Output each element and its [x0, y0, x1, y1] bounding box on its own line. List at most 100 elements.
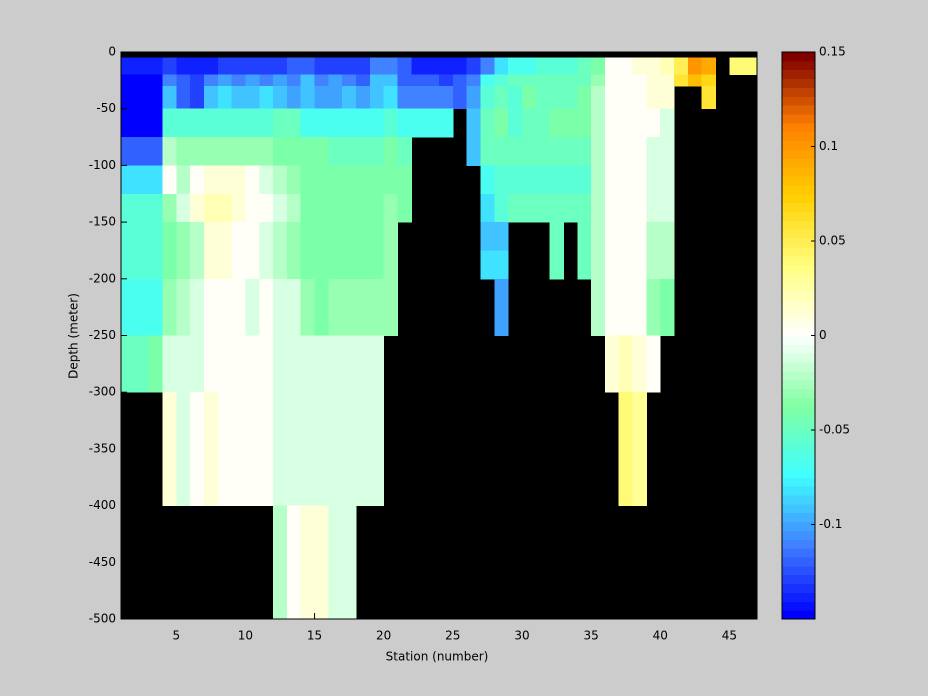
heatmap-cell	[259, 278, 274, 308]
heatmap-cell	[328, 307, 343, 336]
heatmap-cell	[549, 222, 564, 251]
heatmap-cell	[231, 57, 246, 76]
y-tick-label: -450	[89, 555, 116, 569]
heatmap-cell	[148, 165, 163, 195]
heatmap-cell	[563, 86, 578, 110]
heatmap-cell	[162, 250, 177, 280]
heatmap-cell	[508, 137, 523, 166]
colorbar-swatch	[782, 370, 815, 381]
colorbar-swatch	[782, 229, 815, 239]
colorbar-swatch	[782, 167, 815, 177]
heatmap-cell	[563, 108, 578, 138]
x-tick-label: 25	[445, 629, 460, 643]
heatmap-cell	[687, 57, 703, 76]
heatmap-cell	[411, 108, 426, 138]
heatmap-cell	[134, 335, 150, 393]
heatmap-cell	[245, 137, 260, 166]
heatmap-cell	[203, 165, 219, 195]
heatmap-cell	[356, 250, 371, 280]
heatmap-cell	[231, 278, 246, 308]
colorbar-swatch	[782, 78, 815, 88]
heatmap-cell	[563, 57, 578, 76]
heatmap-cell	[646, 335, 661, 393]
heatmap-cell	[701, 86, 717, 110]
heatmap-cell	[314, 335, 329, 393]
heatmap-cell	[383, 193, 399, 223]
heatmap-cell	[411, 74, 426, 87]
colorbar-swatch	[782, 149, 815, 159]
heatmap-cell	[411, 57, 426, 76]
heatmap-cell	[273, 307, 288, 336]
heatmap-cell	[466, 86, 481, 110]
heatmap-cell	[521, 165, 537, 195]
heatmap-cell	[245, 307, 260, 336]
colorbar-swatch	[782, 60, 815, 71]
heatmap-cell	[217, 278, 233, 308]
heatmap-cell	[632, 250, 647, 280]
heatmap-cell	[328, 108, 343, 138]
heatmap-cell	[245, 335, 260, 393]
heatmap-cell	[259, 335, 274, 393]
heatmap-cell	[369, 222, 385, 251]
heatmap-cell	[314, 86, 329, 110]
colorbar-swatch	[782, 503, 815, 514]
colorbar-swatch	[782, 131, 815, 142]
heatmap-cell	[314, 307, 329, 336]
heatmap-cell	[176, 86, 191, 110]
heatmap-cell	[203, 278, 219, 308]
colorbar-swatch	[782, 406, 815, 416]
x-tick-label: 40	[653, 629, 668, 643]
colorbar-swatch	[782, 220, 815, 230]
colorbar-swatch	[782, 592, 815, 602]
heatmap-cell	[632, 74, 647, 87]
heatmap-cell	[632, 335, 647, 393]
y-tick-label: -400	[89, 498, 116, 512]
heatmap-cell	[300, 74, 316, 87]
heatmap-cell	[148, 335, 163, 393]
heatmap-cell	[231, 193, 246, 223]
heatmap-cell	[190, 86, 205, 110]
heatmap-cell	[300, 108, 316, 138]
heatmap-cell	[618, 57, 634, 76]
heatmap-cell	[231, 392, 246, 507]
heatmap-cell	[369, 193, 385, 223]
heatmap-cell	[217, 57, 233, 76]
heatmap-cell	[646, 86, 661, 110]
heatmap-cell	[121, 307, 136, 336]
heatmap-cell	[286, 108, 302, 138]
colorbar-swatch	[782, 583, 815, 593]
heatmap-cell	[176, 278, 191, 308]
heatmap-cell	[217, 193, 233, 223]
colorbar-swatch	[782, 282, 815, 292]
heatmap-cell	[148, 222, 163, 251]
heatmap-cell	[356, 74, 371, 87]
heatmap-cell	[646, 57, 661, 76]
heatmap-cell	[660, 74, 675, 87]
colorbar-tick-label: -0.05	[819, 423, 850, 437]
heatmap-cell	[342, 86, 357, 110]
heatmap-cell	[273, 193, 288, 223]
y-tick-label: -50	[96, 101, 116, 115]
heatmap-cell	[494, 74, 509, 87]
heatmap-cell	[217, 137, 233, 166]
heatmap-cell	[342, 222, 357, 251]
heatmap-cell	[314, 165, 329, 195]
heatmap-cell	[687, 74, 703, 87]
heatmap-cell	[203, 108, 219, 138]
heatmap-cell	[203, 307, 219, 336]
heatmap-cell	[646, 222, 661, 251]
heatmap-cell	[245, 57, 260, 76]
heatmap-cell	[397, 86, 412, 110]
heatmap-cell	[535, 74, 551, 87]
heatmap-cell	[314, 250, 329, 280]
heatmap-cell	[356, 392, 371, 507]
heatmap-cell	[328, 278, 343, 308]
heatmap-cell	[563, 137, 578, 166]
heatmap-cell	[660, 278, 675, 308]
heatmap-cell	[591, 250, 606, 280]
colorbar-swatch	[782, 494, 815, 505]
heatmap-cell	[300, 193, 316, 223]
heatmap-cell	[121, 278, 136, 308]
colorbar-tick-label: 0	[819, 328, 827, 342]
heatmap-cell	[121, 137, 136, 166]
